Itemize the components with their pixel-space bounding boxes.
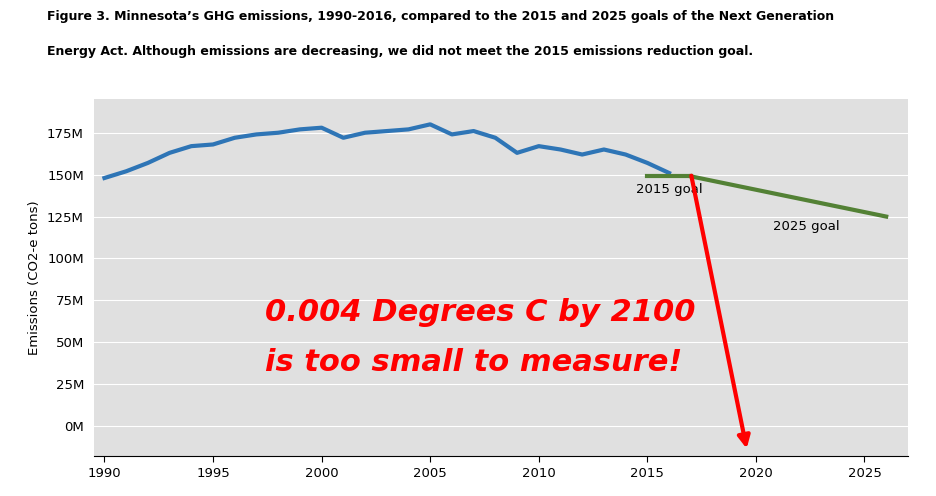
Text: 2025 goal: 2025 goal	[773, 220, 840, 233]
Y-axis label: Emissions (CO2-e tons): Emissions (CO2-e tons)	[28, 200, 41, 355]
Text: Energy Act. Although emissions are decreasing, we did not meet the 2015 emission: Energy Act. Although emissions are decre…	[47, 45, 753, 58]
Text: Figure 3. Minnesota’s GHG emissions, 1990-2016, compared to the 2015 and 2025 go: Figure 3. Minnesota’s GHG emissions, 199…	[47, 10, 834, 23]
Text: 0.004 Degrees C by 2100: 0.004 Degrees C by 2100	[265, 298, 695, 326]
Text: 2015 goal: 2015 goal	[636, 183, 703, 196]
Text: is too small to measure!: is too small to measure!	[265, 348, 681, 376]
